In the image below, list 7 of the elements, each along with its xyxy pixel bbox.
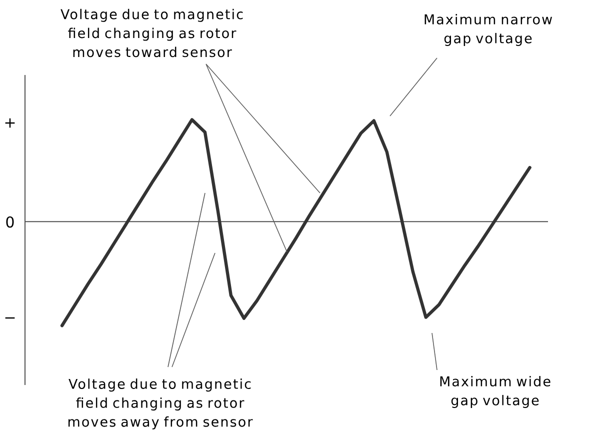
text: + <box>5 118 15 128</box>
text: − <box>5 317 15 319</box>
text: Maximum narrow gap voltage <box>424 14 552 46</box>
text: Maximum wide gap voltage <box>440 376 550 408</box>
text: Voltage due to magnetic field changing as rotor moves away from sensor <box>68 378 253 430</box>
text: 0 <box>6 216 14 228</box>
text: Voltage due to magnetic field changing as rotor moves toward sensor <box>60 8 243 58</box>
